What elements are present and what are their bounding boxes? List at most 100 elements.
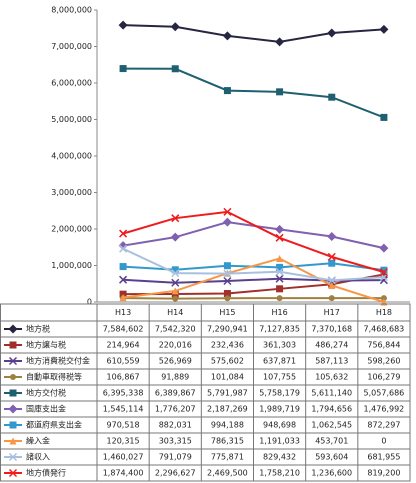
legend-label: 地方交付税 — [26, 388, 66, 398]
marker — [223, 290, 231, 298]
table-value: 220,016 — [159, 341, 192, 350]
marker — [276, 263, 284, 271]
marker — [276, 255, 284, 263]
table-value: 1,062,545 — [311, 421, 352, 430]
table-value: 107,755 — [263, 373, 296, 382]
y-tick-label: 6,000,000 — [51, 79, 92, 88]
table-value: 2,296,627 — [155, 469, 196, 478]
table-value: 7,127,835 — [259, 325, 300, 334]
legend-label: 国庫支出金 — [26, 404, 66, 414]
table-value: 486,274 — [315, 341, 348, 350]
table-value: 1,545,114 — [103, 405, 144, 414]
marker — [118, 20, 128, 30]
marker — [171, 269, 180, 278]
y-tick-label: 7,000,000 — [51, 42, 92, 51]
table-value: 1,794,656 — [311, 405, 352, 414]
table-value: 120,315 — [107, 437, 140, 446]
table-value: 610,559 — [107, 357, 140, 366]
marker — [119, 229, 128, 238]
table-value: 7,468,683 — [364, 325, 405, 334]
legend-label: 地方債発行 — [26, 468, 66, 478]
table-value: 5,057,686 — [364, 389, 405, 398]
x-tick-label: H17 — [324, 308, 340, 317]
legend-label: 地方譲与税 — [26, 340, 66, 350]
table-value: 0 — [381, 437, 386, 446]
marker — [380, 295, 387, 302]
table-value: 5,791,987 — [207, 389, 248, 398]
legend-marker — [8, 468, 18, 478]
marker — [327, 276, 336, 285]
y-tick-label: 5,000,000 — [51, 115, 92, 124]
table-value: 7,290,941 — [207, 325, 248, 334]
table-value: 587,113 — [315, 357, 348, 366]
marker — [380, 113, 388, 121]
table-value: 101,084 — [211, 373, 244, 382]
marker — [119, 263, 127, 271]
marker — [275, 267, 284, 276]
table-value: 105,632 — [315, 373, 348, 382]
table-value: 1,758,210 — [259, 469, 300, 478]
marker — [380, 266, 388, 274]
table-value: 872,297 — [367, 421, 400, 430]
marker — [379, 268, 388, 277]
table-value: 7,584,602 — [103, 325, 144, 334]
table-value: 106,279 — [367, 373, 400, 382]
series-line — [123, 67, 385, 119]
marker — [223, 262, 231, 270]
marker — [171, 287, 179, 295]
legend-label: 地方税 — [26, 324, 50, 334]
table-value: 1,191,033 — [259, 437, 300, 446]
table-value: 2,469,500 — [207, 469, 248, 478]
marker — [171, 278, 180, 287]
table-value: 6,395,338 — [103, 389, 144, 398]
table-value: 994,188 — [211, 421, 244, 430]
marker — [222, 217, 232, 227]
marker — [171, 65, 179, 73]
table-value: 453,701 — [315, 437, 348, 446]
y-tick-label: 0 — [87, 298, 92, 307]
series-line — [122, 210, 385, 274]
marker — [328, 281, 336, 289]
marker — [327, 252, 336, 261]
table-value: 91,889 — [161, 373, 189, 382]
marker — [170, 232, 180, 242]
legend-label: 繰入金 — [26, 436, 50, 446]
table-value: 786,315 — [211, 437, 244, 446]
x-tick-label: H13 — [115, 308, 131, 317]
series-line — [123, 273, 385, 296]
table-value: 106,867 — [107, 373, 140, 382]
marker — [328, 259, 336, 267]
marker — [379, 243, 389, 253]
marker — [327, 231, 337, 241]
x-tick-label: H16 — [271, 308, 287, 317]
marker — [171, 266, 179, 274]
table-value: 303,315 — [159, 437, 192, 446]
marker — [223, 207, 232, 216]
y-tick-label: 2,000,000 — [51, 225, 92, 234]
table-value: 637,871 — [263, 357, 296, 366]
x-tick-label: H18 — [376, 308, 392, 317]
table-value: 1,874,400 — [103, 469, 144, 478]
table-value: 232,436 — [211, 341, 244, 350]
x-tick-label: H15 — [219, 308, 235, 317]
marker — [119, 65, 127, 73]
legend-marker — [8, 356, 18, 366]
table-value: 361,303 — [263, 341, 296, 350]
legend-marker — [8, 404, 18, 414]
marker — [380, 270, 388, 278]
marker — [379, 24, 389, 34]
marker — [275, 37, 285, 47]
table-value: 7,542,320 — [155, 325, 196, 334]
table-value: 5,758,179 — [259, 389, 300, 398]
marker — [172, 295, 179, 302]
series-line — [122, 221, 385, 250]
series-line — [123, 297, 384, 300]
legend-marker — [9, 421, 17, 429]
table-value: 1,989,719 — [259, 405, 300, 414]
legend-marker — [9, 389, 17, 397]
marker — [276, 295, 283, 302]
marker — [223, 269, 232, 278]
marker — [328, 295, 335, 302]
legend-marker — [10, 374, 16, 380]
table-value: 756,844 — [367, 341, 400, 350]
